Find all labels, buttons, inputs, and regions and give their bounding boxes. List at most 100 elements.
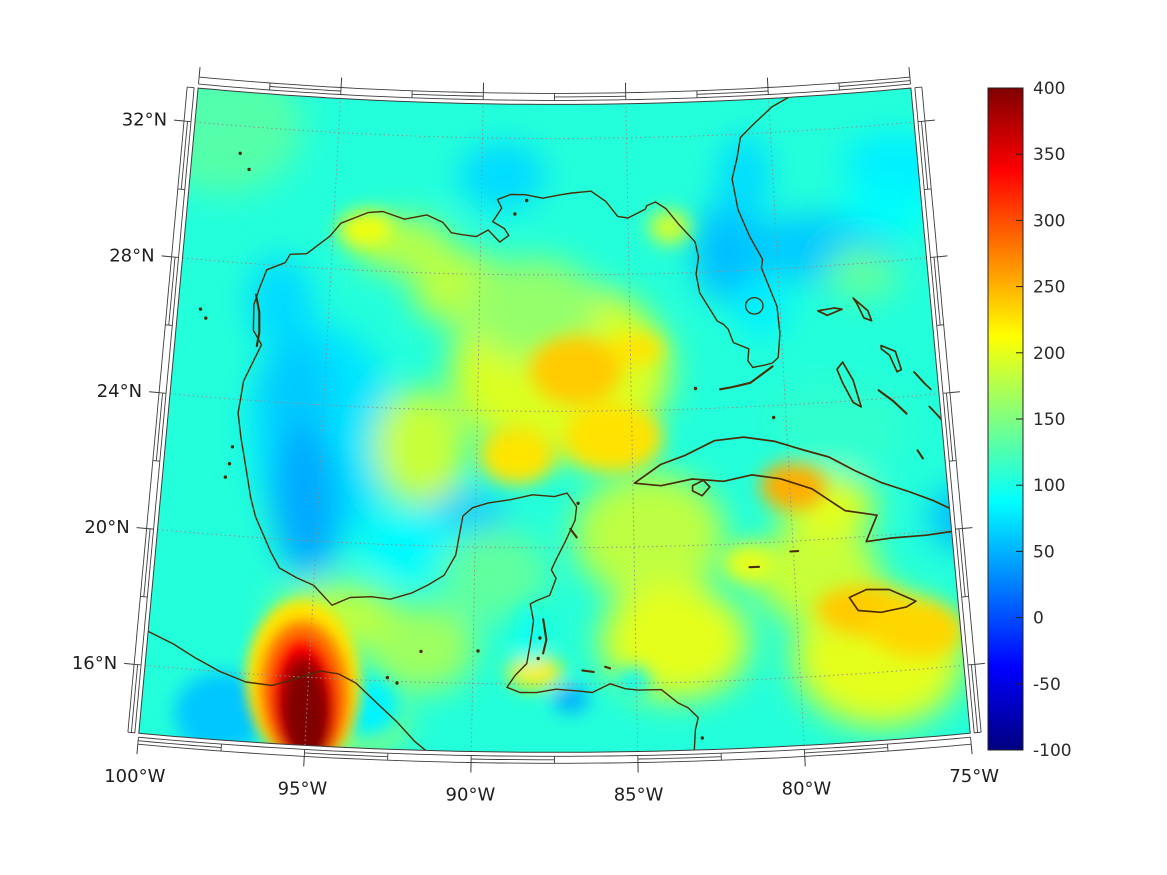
islet-dot — [227, 462, 232, 466]
frame-line — [220, 750, 305, 757]
frame-line — [697, 94, 769, 99]
frame-joint — [198, 77, 200, 85]
field-blob — [693, 199, 766, 302]
frame-line — [184, 121, 192, 190]
islet-dot — [525, 198, 529, 203]
frame-line — [554, 755, 638, 757]
frame-line — [168, 257, 176, 326]
frame-joint — [187, 86, 195, 89]
frame-line — [930, 188, 938, 257]
frame-line — [921, 87, 926, 122]
islet-dot — [476, 649, 480, 653]
axis-tick — [949, 391, 960, 394]
y-tick-label: 24°N — [97, 381, 142, 402]
frame-line — [949, 392, 957, 461]
colorbar-tick-label: 150 — [1033, 410, 1065, 430]
islet-dot — [204, 316, 208, 320]
island-isla_juventud — [691, 479, 711, 497]
islet-dot — [247, 167, 251, 172]
frame-joint — [838, 82, 840, 90]
frame-joint — [137, 737, 139, 745]
frame-joint — [909, 77, 911, 85]
frame-line — [483, 92, 555, 94]
colorbar-tick-label: 200 — [1033, 344, 1065, 364]
frame-line — [968, 596, 976, 665]
map-boundary — [138, 87, 971, 753]
islet-dot — [772, 415, 776, 420]
frame-line — [270, 82, 342, 88]
frame-line — [411, 97, 484, 101]
islet-dot — [230, 445, 235, 449]
frame-line — [943, 324, 951, 393]
x-tick-label: 90°W — [446, 785, 496, 806]
frame-joint — [152, 460, 160, 462]
frame-line — [961, 528, 970, 597]
field-blob — [839, 185, 934, 235]
frame-line — [340, 94, 412, 99]
colorbar-tick-label: 300 — [1033, 211, 1065, 231]
colorbar-tick-label: 50 — [1033, 542, 1055, 562]
gridline-lat — [157, 529, 952, 549]
island-chain-exuma — [877, 389, 908, 415]
x-tick-label: 100°W — [104, 766, 165, 787]
island-chain-guanaja — [604, 665, 612, 670]
frame-line — [721, 748, 805, 754]
coastline-pacific_mexico — [147, 630, 429, 753]
axis-tick — [804, 756, 806, 767]
frame-line — [933, 257, 941, 326]
frame-joint — [961, 595, 969, 598]
frame-joint — [165, 324, 173, 326]
x-tick-label: 80°W — [782, 778, 832, 799]
frame-line — [471, 762, 555, 764]
frame-line — [974, 664, 982, 733]
frame-line — [923, 189, 931, 258]
axis-tick — [149, 391, 160, 394]
frame-line — [127, 664, 135, 733]
y-tick-label: 28°N — [109, 245, 154, 266]
frame-line — [958, 528, 966, 597]
island-chain-belize_reef — [542, 618, 548, 655]
frame-joint — [930, 256, 938, 258]
frame-line — [471, 758, 555, 761]
coastline-north_america — [237, 96, 790, 751]
frame-joint — [146, 528, 154, 530]
frame-line — [839, 80, 911, 87]
field-blob — [573, 471, 726, 602]
axis-tick — [124, 662, 135, 665]
frame-joint — [974, 731, 982, 734]
field-blob — [247, 255, 315, 351]
frame-line — [341, 87, 413, 92]
frame-line — [954, 529, 963, 598]
frame-line — [768, 89, 840, 95]
field-blob — [717, 134, 770, 223]
field-blob — [722, 543, 777, 585]
frame-line — [190, 87, 195, 122]
frame-joint — [955, 528, 963, 530]
frame-joint — [914, 86, 922, 89]
field-blob — [530, 336, 622, 405]
island-grand_bahama — [817, 307, 843, 317]
frame-line — [180, 121, 188, 190]
frame-line — [221, 743, 305, 750]
frame-line — [554, 92, 626, 94]
island-chain-florida_keys — [718, 365, 774, 391]
axis-tick — [908, 67, 911, 78]
frame-line — [198, 83, 270, 91]
x-tick-label: 75°W — [949, 766, 999, 787]
frame-line — [159, 393, 167, 462]
islet-dot — [693, 386, 698, 391]
frame-line — [199, 76, 271, 84]
island-eleuthera — [880, 344, 903, 373]
gridline-lat — [194, 121, 915, 139]
frame-line — [887, 743, 972, 752]
field-blob — [439, 526, 549, 623]
frame-line — [146, 529, 155, 598]
y-tick-label: 32°N — [122, 110, 167, 131]
frame-joint — [967, 663, 975, 666]
axis-tick — [340, 77, 343, 88]
island-chain-roatan — [581, 669, 595, 674]
frame-joint — [887, 744, 889, 752]
frame-joint — [183, 120, 192, 123]
frame-joint — [917, 120, 926, 123]
